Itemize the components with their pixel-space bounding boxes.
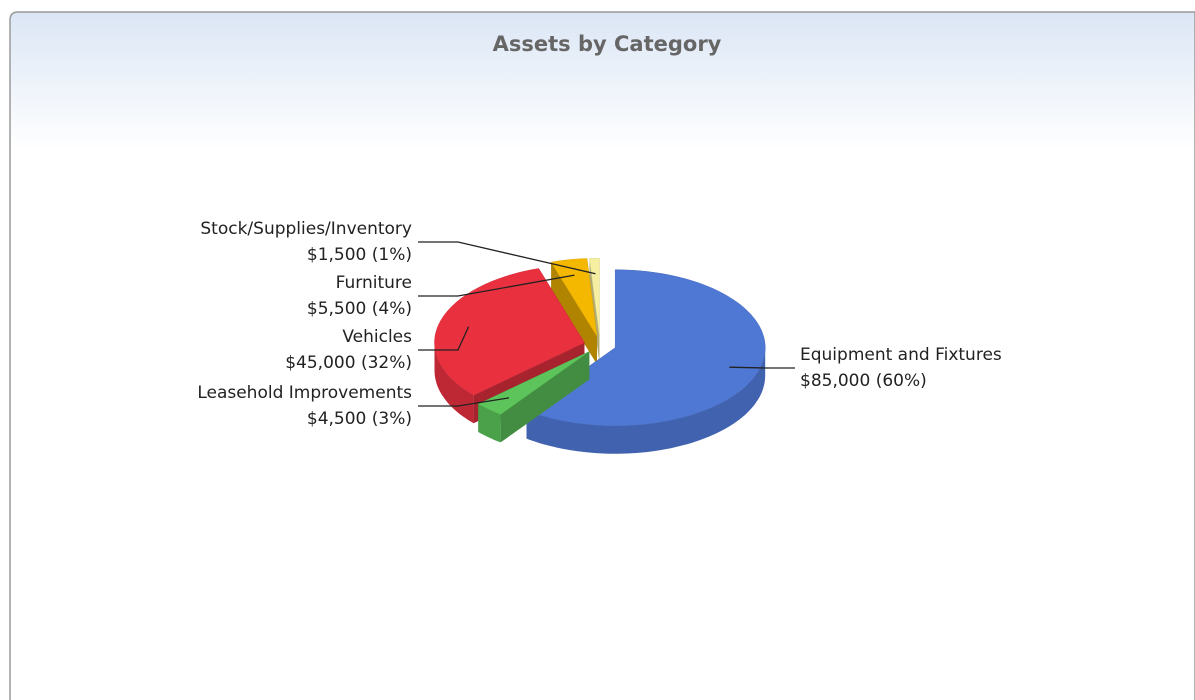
value-label: $85,000 (60%) [800, 371, 927, 391]
slice [589, 257, 600, 337]
panel [9, 11, 1195, 700]
slice-label: Equipment and Fixtures [800, 345, 1002, 365]
leader-line [418, 241, 596, 275]
leader-line [418, 326, 470, 351]
slice-wall [478, 404, 501, 443]
leader-line [418, 397, 510, 407]
chart-title: Assets by Category [493, 32, 722, 56]
value-label: $4,500 (3%) [307, 409, 412, 429]
slice-label: Furniture [336, 273, 412, 293]
slice-label: Vehicles [342, 327, 412, 347]
leader-line [729, 366, 795, 369]
slice [550, 258, 598, 337]
slice-side [551, 262, 597, 365]
slice [525, 269, 766, 426]
slice-label: Stock/Supplies/Inventory [200, 219, 412, 239]
slice-side [478, 351, 590, 432]
value-label: $5,500 (4%) [307, 299, 412, 319]
slice-wall [434, 342, 474, 424]
value-label: $1,500 (1%) [307, 245, 412, 265]
value-label: $45,000 (32%) [285, 353, 412, 373]
slice [434, 268, 585, 396]
slice-wall [526, 347, 766, 454]
leader-line [418, 274, 575, 297]
slice-label: Leasehold Improvements [197, 383, 412, 403]
